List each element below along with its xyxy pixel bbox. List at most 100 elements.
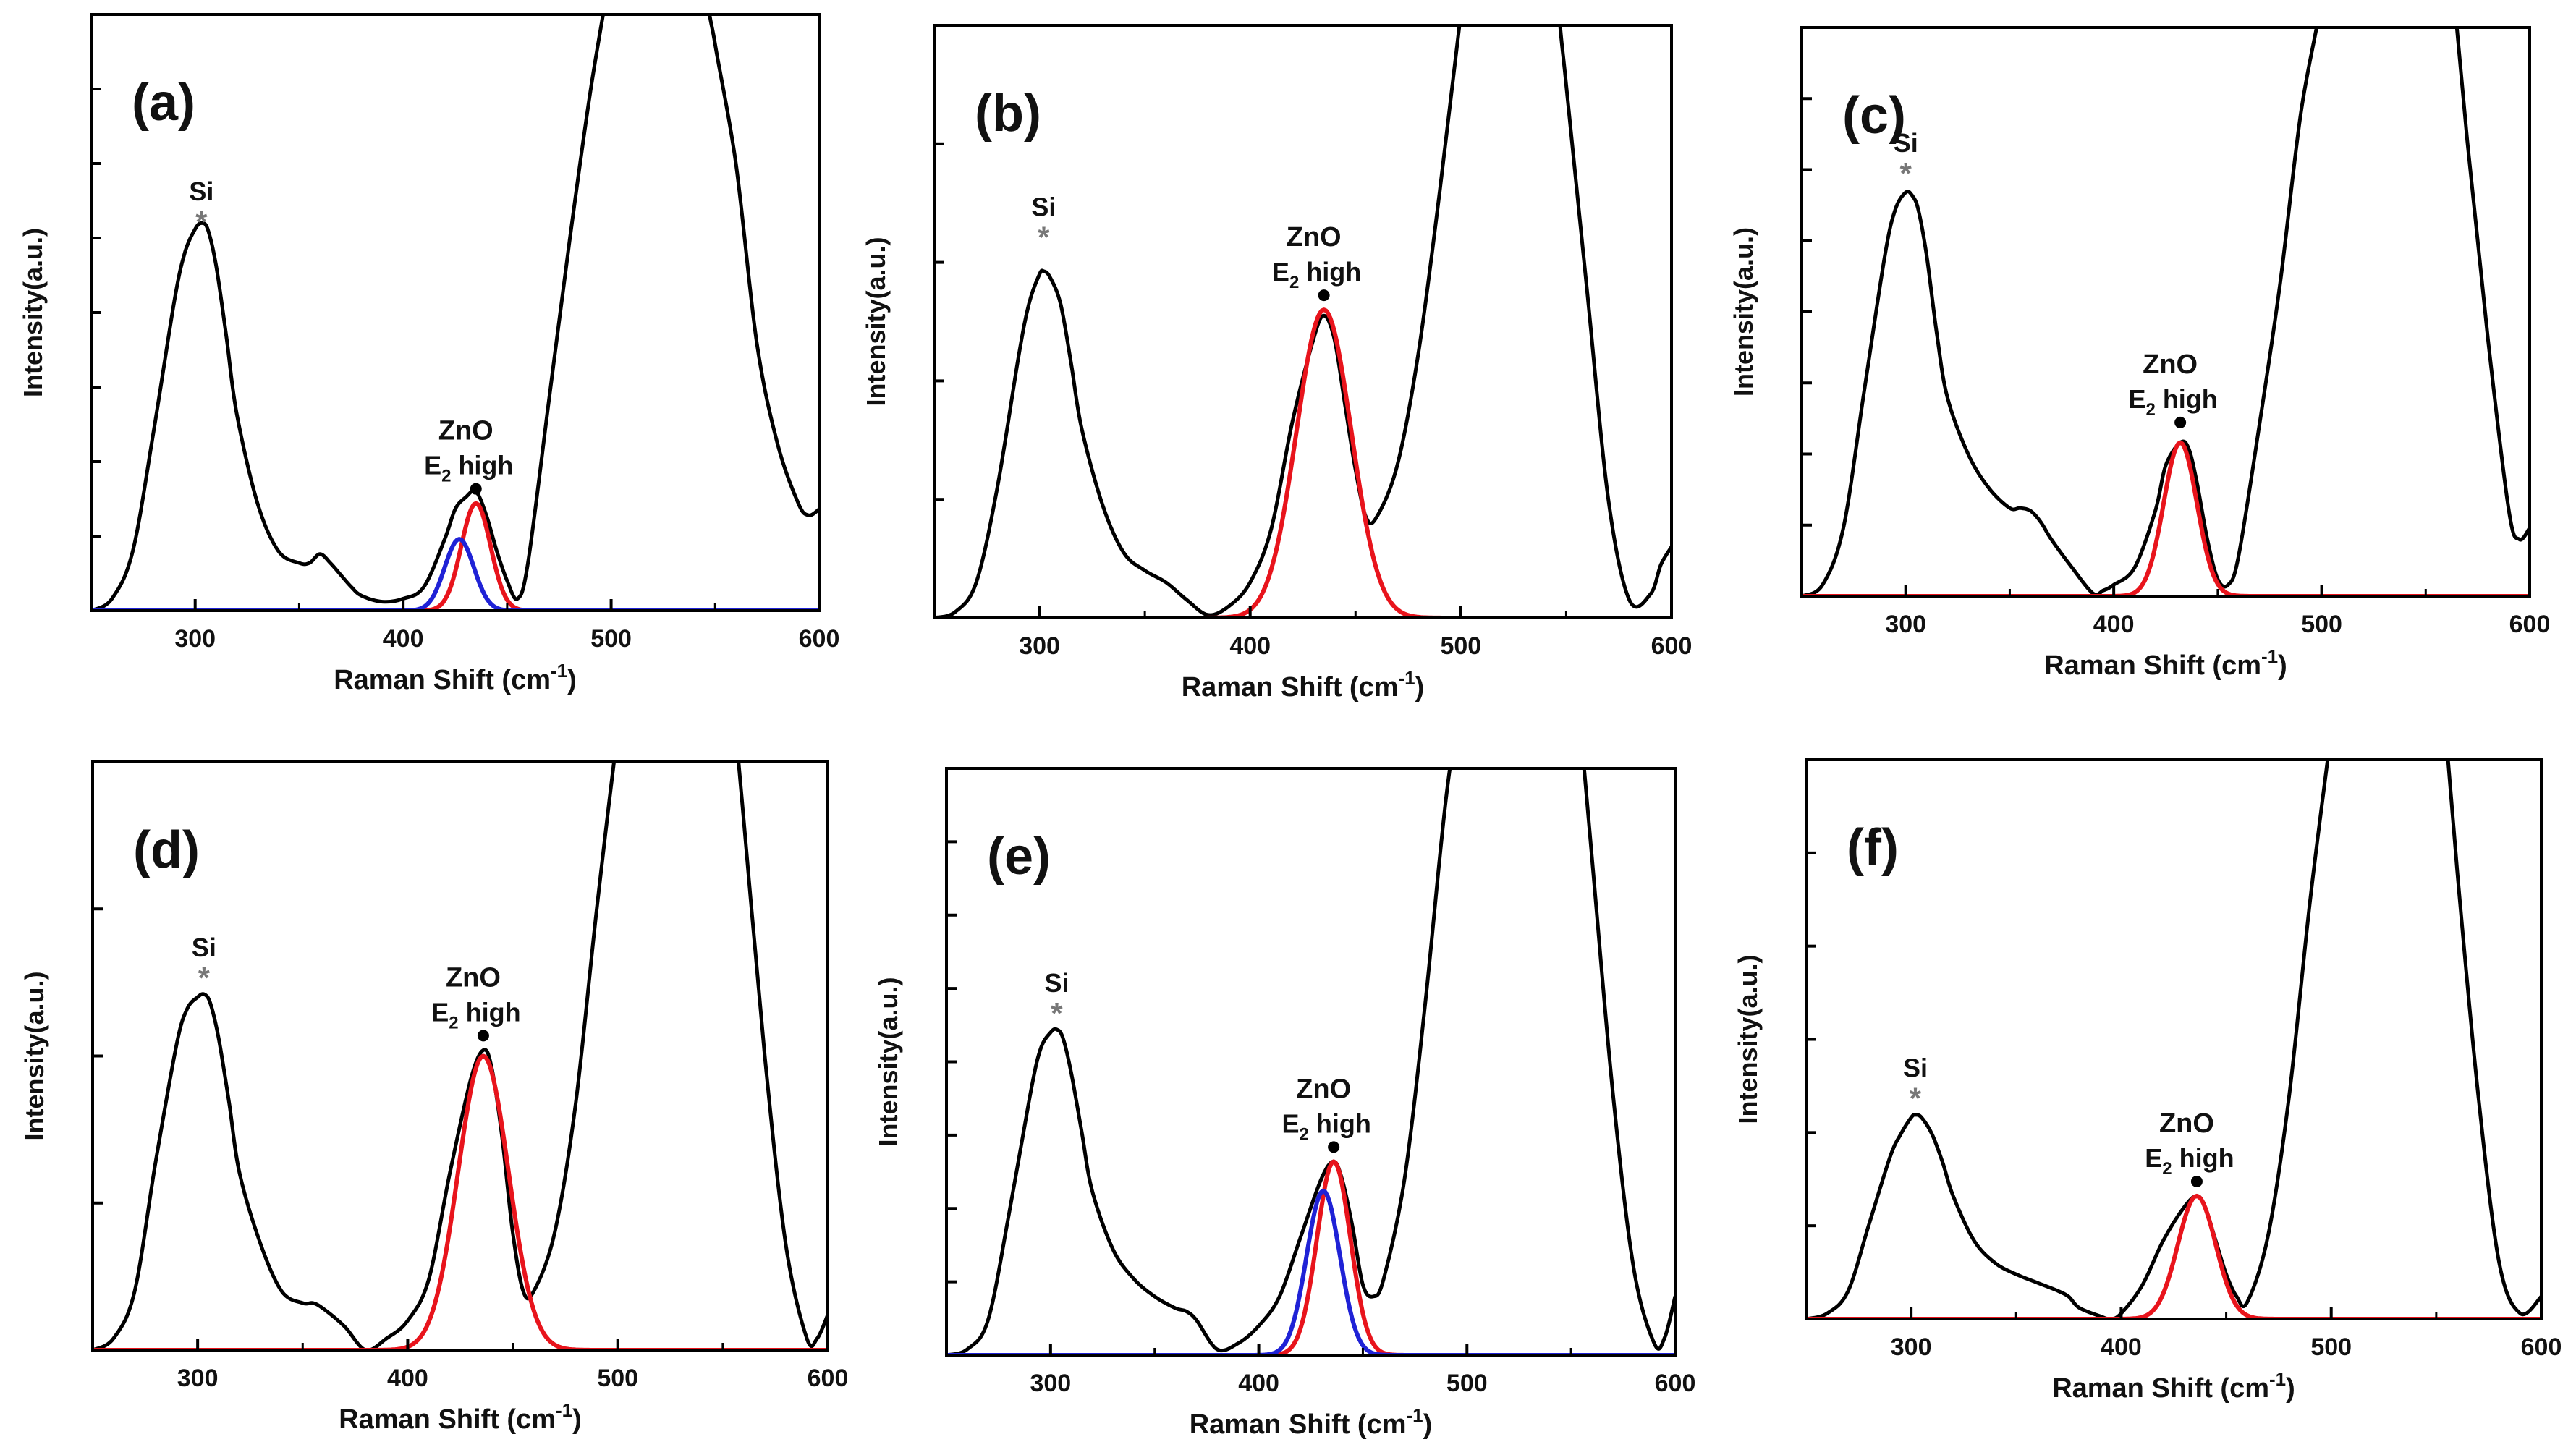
si-label: Si [1894,128,1918,158]
zno-mode-label: E2 high [1281,1108,1370,1144]
zno-peak-dot [1328,1141,1340,1153]
plot-frame [1800,26,2531,598]
x-axis-title-main: Raman Shift (cm [2052,1373,2269,1404]
zno-mode-sub: 2 [449,1013,458,1032]
zno-peak-dot [2190,1175,2203,1187]
curves [1806,760,2541,1319]
x-axis-title-end: ) [2286,1373,2295,1404]
x-axis-title: Raman Shift (cm-1) [1190,1404,1433,1440]
zno-peak-dot [2174,416,2187,428]
y-axis-title: Intensity(a.u.) [873,977,903,1146]
si-label: Si [1031,192,1056,221]
x-tick-label: 500 [2301,611,2342,638]
zno-mode-end: high [1309,1108,1371,1138]
y-axis-title: Intensity(a.u.) [861,237,891,406]
x-tick-label: 400 [387,1365,428,1392]
zno-label: ZnO [438,416,493,446]
x-axis-title-sup: -1 [551,660,567,682]
plot-frame [90,13,821,612]
curves [1802,27,2530,596]
x-axis-title-sup: -1 [556,1399,572,1421]
x-tick-label: 300 [174,625,216,653]
series-fit-red [93,1053,828,1350]
zno-label: ZnO [446,962,501,993]
zno-mode-sub: 2 [1289,273,1299,292]
series-fit-red [934,307,1672,618]
zno-mode-main: E [431,997,449,1027]
y-axis-title: Intensity(a.u.) [20,971,49,1140]
x-tick-label: 300 [1019,632,1060,660]
zno-mode-main: E [2128,384,2145,414]
zno-label: ZnO [1296,1074,1351,1104]
curves [93,762,828,1350]
x-tick-label: 500 [2310,1333,2352,1361]
plot-frame [1805,758,2543,1320]
zno-mode-label: E2 high [431,997,520,1032]
zno-mode-sub: 2 [1299,1124,1308,1144]
curves [934,25,1672,618]
x-tick-label: 600 [2509,611,2551,638]
y-axis-title: Intensity(a.u.) [18,228,48,397]
zno-label: ZnO [2143,349,2198,380]
y-axis-title: Intensity(a.u.) [1733,954,1763,1124]
y-axis-title: Intensity(a.u.) [1729,227,1758,396]
si-star-marker: * [1051,996,1063,1030]
x-axis-title-end: ) [567,665,577,695]
panel-b: 300 400 500 600 Raman Shift (cm-1) Intensity(… [861,24,1692,703]
x-axis-title-sup: -1 [2261,645,2278,667]
x-tick-label: 600 [799,625,840,653]
x-tick-label: 400 [2101,1333,2142,1361]
x-axis-title: Raman Shift (cm-1) [1182,667,1425,703]
x-tick-label: 400 [383,625,424,653]
plot-frame [91,760,829,1352]
panel-c: 300 400 500 600 Raman Shift (cm-1) Intensity(… [1729,26,2551,681]
x-tick-label: 600 [808,1365,849,1392]
x-axis-title-end: ) [1415,672,1425,703]
x-tick-label: 500 [1446,1370,1488,1397]
zno-peak-dot [470,483,482,495]
panel-d: 300 400 500 600 Raman Shift (cm-1) Intensity(… [20,760,849,1435]
series-measured [91,14,819,611]
zno-mode-label: E2 high [424,451,513,486]
zno-peak-dot [1318,289,1330,302]
x-tick-label: 500 [1440,632,1481,660]
x-axis-title-sup: -1 [2269,1368,2286,1390]
x-tick-label: 300 [1885,611,1926,638]
x-axis-title-main: Raman Shift (cm [2044,650,2261,681]
panel-label: (e) [987,828,1051,886]
x-tick-label: 600 [2521,1333,2562,1361]
x-tick-label: 400 [2093,611,2135,638]
panel-label: (b) [975,85,1041,143]
series-fit-red [1806,1193,2541,1319]
zno-mode-end: high [2156,384,2218,414]
zno-mode-sub: 2 [441,467,451,486]
x-tick-label: 300 [1030,1370,1071,1397]
x-axis-title-sup: -1 [1399,667,1415,689]
zno-mode-end: high [1299,257,1361,287]
x-tick-label: 600 [1655,1370,1696,1397]
zno-mode-end: high [459,997,521,1027]
x-axis-title: Raman Shift (cm-1) [339,1399,582,1435]
zno-peak-dot [477,1030,489,1042]
x-axis-title-end: ) [2278,650,2287,681]
x-axis-title-end: ) [1423,1409,1433,1440]
x-axis-title-end: ) [572,1404,582,1435]
x-tick-label: 600 [1651,632,1692,660]
si-label: Si [189,177,213,206]
series-fit-red [1802,440,2530,596]
x-tick-label: 400 [1238,1370,1279,1397]
si-star-marker: * [195,205,208,239]
si-star-marker: * [1910,1082,1922,1116]
series-measured [946,768,1675,1355]
zno-mode-end: high [2172,1143,2234,1173]
series-measured [1802,27,2530,596]
zno-mode-label: E2 high [2128,384,2217,420]
zno-mode-main: E [1281,1108,1299,1138]
zno-mode-main: E [424,451,441,480]
zno-label: ZnO [1287,222,1342,253]
panel-label: (c) [1842,87,1906,145]
x-tick-label: 500 [597,1365,638,1392]
zno-mode-main: E [1272,257,1289,287]
x-axis-title-main: Raman Shift (cm [334,665,551,695]
series-fit-red [91,501,819,611]
